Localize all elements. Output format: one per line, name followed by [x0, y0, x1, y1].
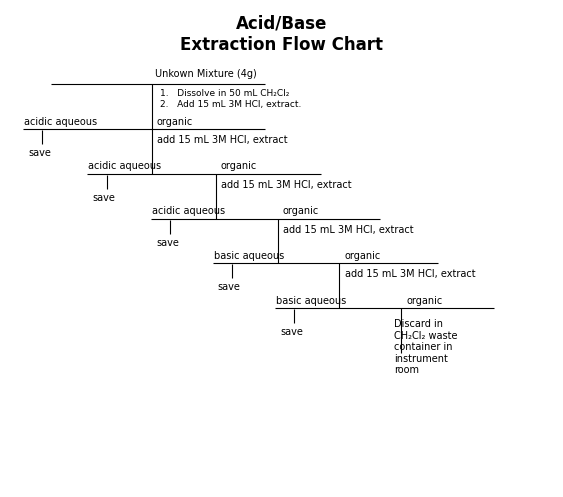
Text: acidic aqueous: acidic aqueous — [88, 162, 162, 171]
Text: organic: organic — [345, 251, 381, 261]
Text: organic: organic — [157, 117, 193, 127]
Text: add 15 mL 3M HCl, extract: add 15 mL 3M HCl, extract — [157, 135, 287, 145]
Text: save: save — [93, 193, 116, 203]
Text: 1.   Dissolve in 50 mL CH₂Cl₂
2.   Add 15 mL 3M HCl, extract.: 1. Dissolve in 50 mL CH₂Cl₂ 2. Add 15 mL… — [160, 89, 302, 109]
Text: add 15 mL 3M HCl, extract: add 15 mL 3M HCl, extract — [345, 269, 475, 279]
Text: organic: organic — [221, 162, 257, 171]
Text: acidic aqueous: acidic aqueous — [24, 117, 97, 127]
Text: Unkown Mixture (4g): Unkown Mixture (4g) — [155, 69, 257, 79]
Text: organic: organic — [283, 206, 319, 216]
Text: save: save — [28, 148, 51, 158]
Text: save: save — [156, 238, 179, 248]
Text: organic: organic — [406, 296, 443, 306]
Text: add 15 mL 3M HCl, extract: add 15 mL 3M HCl, extract — [221, 180, 351, 190]
Text: acidic aqueous: acidic aqueous — [152, 206, 225, 216]
Text: basic aqueous: basic aqueous — [276, 296, 346, 306]
Text: Discard in
CH₂Cl₂ waste
container in
instrument
room: Discard in CH₂Cl₂ waste container in ins… — [394, 319, 458, 375]
Text: basic aqueous: basic aqueous — [214, 251, 284, 261]
Text: add 15 mL 3M HCl, extract: add 15 mL 3M HCl, extract — [283, 225, 413, 235]
Text: Acid/Base
Extraction Flow Chart: Acid/Base Extraction Flow Chart — [180, 15, 383, 54]
Text: save: save — [218, 282, 241, 292]
Text: save: save — [280, 327, 303, 337]
